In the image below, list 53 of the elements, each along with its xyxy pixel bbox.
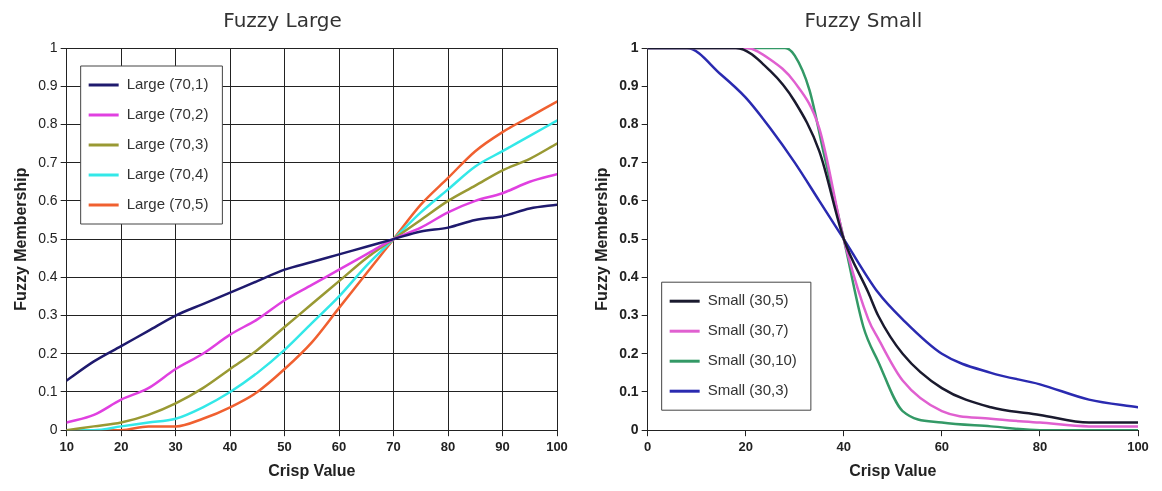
x-tick-label: 20 [113, 438, 129, 454]
x-tick-label: 60 [934, 438, 950, 454]
x-axis-title: Crisp Value [849, 461, 937, 479]
x-tick-label: 20 [738, 438, 753, 454]
y-tick-label: 0.3 [38, 306, 58, 323]
y-tick-label: 0 [630, 421, 639, 438]
y-tick-label: 0.6 [619, 191, 639, 208]
y-tick-label: 0.3 [619, 306, 639, 323]
y-tick-label: 0 [49, 421, 58, 438]
x-tick-label: 60 [331, 438, 347, 454]
x-tick-label: 10 [59, 438, 74, 454]
y-tick-label: 0.1 [38, 382, 58, 399]
legend-label: Large (70,5) [126, 195, 209, 213]
x-tick-label: 50 [277, 438, 292, 454]
y-tick-label: 0.5 [38, 229, 58, 246]
y-tick-label: 1 [630, 38, 639, 55]
y-tick-label: 0.8 [38, 115, 58, 132]
legend-label: Large (70,3) [126, 135, 209, 153]
x-tick-label: 100 [1127, 438, 1149, 454]
y-tick-label: 0.9 [619, 77, 639, 94]
legend-label: Small (30,5) [707, 291, 789, 309]
x-tick-label: 70 [386, 438, 401, 454]
x-tick-label: 80 [1032, 438, 1048, 454]
legend-label: Large (70,1) [126, 75, 209, 93]
legend-label: Small (30,10) [707, 351, 797, 369]
x-tick-label: 40 [836, 438, 852, 454]
y-tick-label: 0.4 [619, 268, 639, 285]
chart-title: Fuzzy Small [804, 8, 923, 33]
y-tick-label: 0.7 [619, 153, 639, 170]
x-tick-label: 30 [168, 438, 183, 454]
x-tick-label: 40 [222, 438, 238, 454]
y-tick-label: 0.8 [619, 115, 639, 132]
x-tick-label: 80 [440, 438, 456, 454]
legend-label: Large (70,2) [126, 105, 209, 123]
y-tick-label: 0.2 [38, 344, 58, 361]
y-tick-label: 0.7 [38, 153, 58, 170]
y-tick-label: 0.4 [38, 268, 58, 285]
y-tick-label: 0.6 [38, 191, 58, 208]
x-tick-label: 0 [644, 438, 652, 454]
legend-label: Small (30,3) [707, 381, 789, 399]
chart-title: Fuzzy Large [223, 8, 342, 33]
y-axis-title: Fuzzy Membership [12, 167, 30, 311]
y-tick-label: 1 [49, 38, 58, 55]
legend-label: Large (70,4) [126, 165, 209, 183]
x-tick-label: 100 [546, 438, 568, 454]
y-tick-label: 0.1 [619, 382, 639, 399]
y-axis-title: Fuzzy Membership [593, 167, 611, 311]
y-tick-label: 0.5 [619, 229, 639, 246]
x-axis-title: Crisp Value [268, 461, 356, 479]
x-tick-label: 90 [495, 438, 510, 454]
y-tick-label: 0.2 [619, 344, 639, 361]
y-tick-label: 0.9 [38, 77, 58, 94]
legend-label: Small (30,7) [707, 321, 789, 339]
